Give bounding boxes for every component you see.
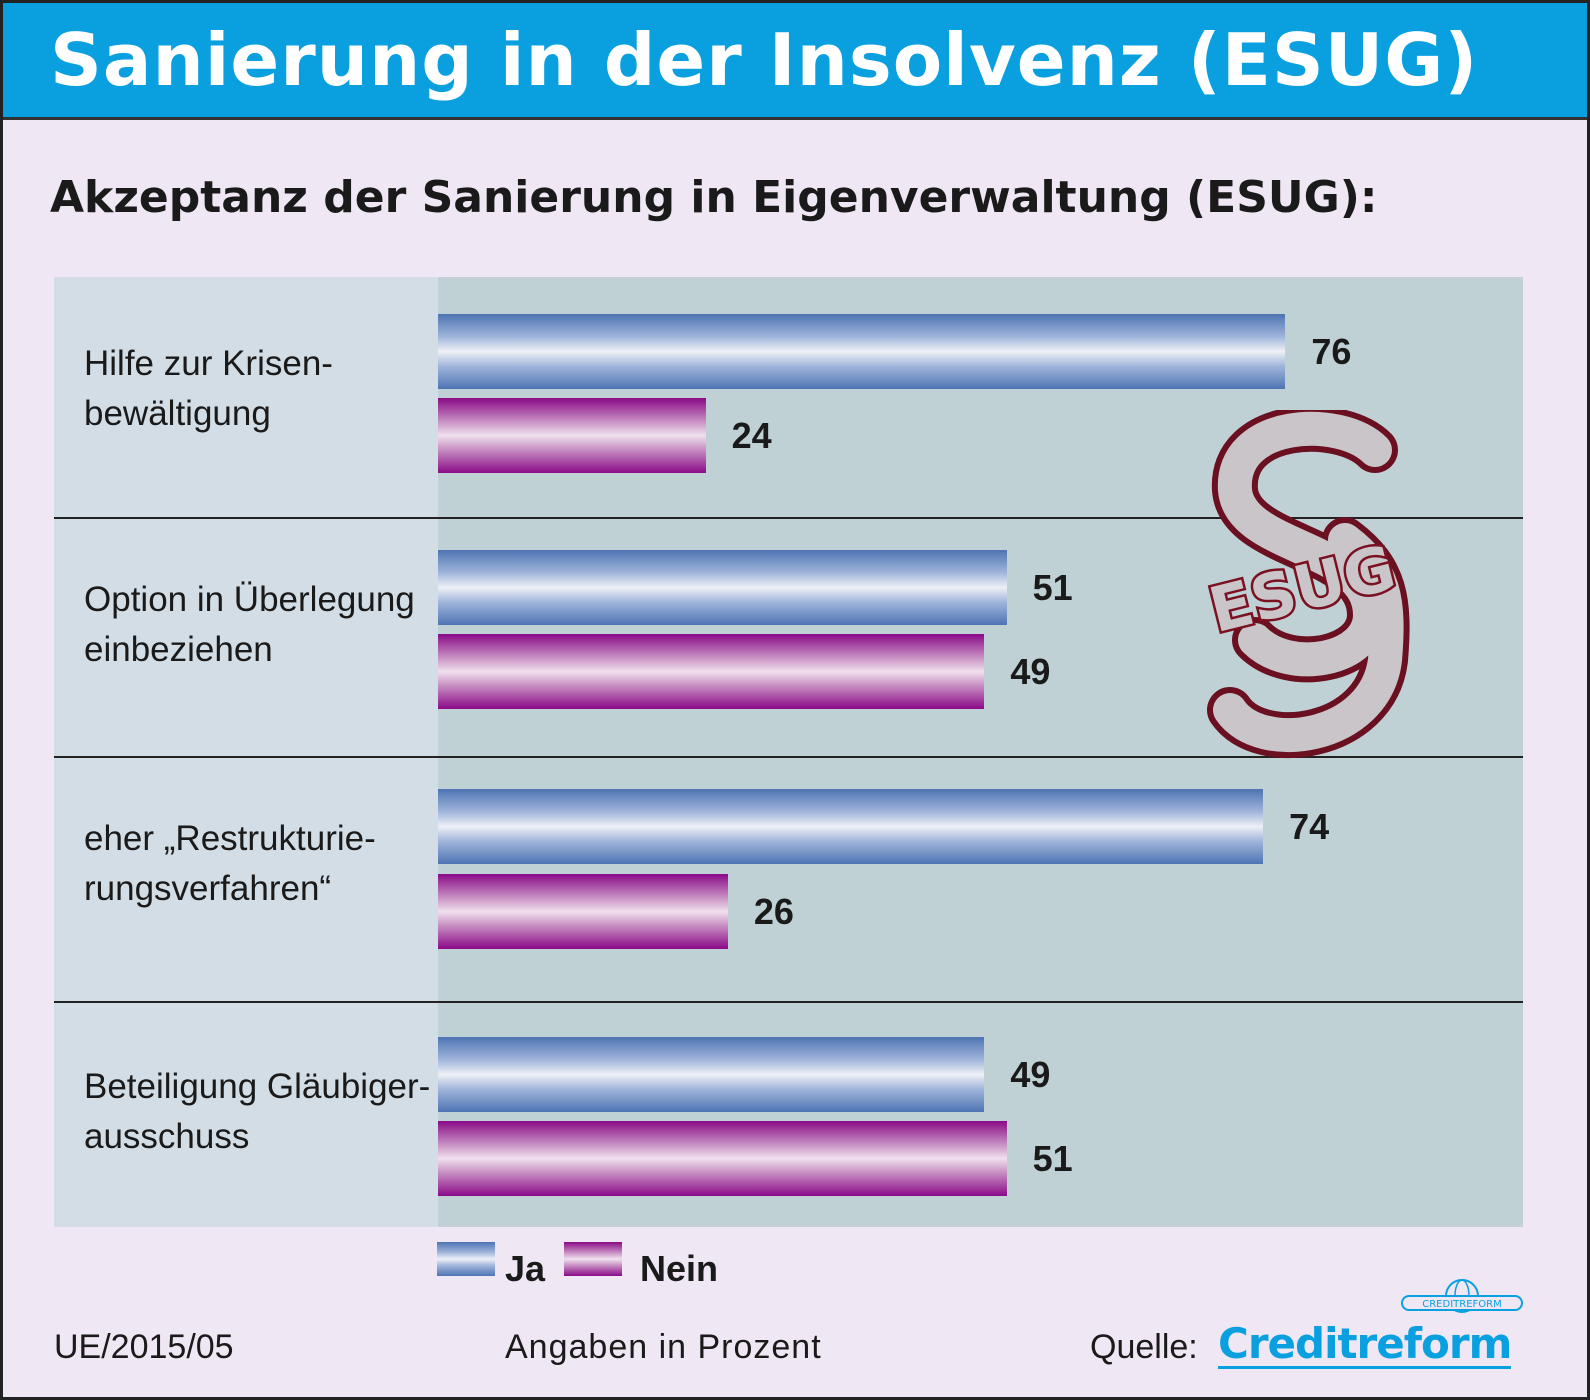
category-label: Option in Überlegung einbeziehen	[84, 575, 415, 675]
data-label: 26	[753, 891, 794, 932]
bar-ja	[438, 550, 1007, 625]
header-band: Sanierung in der Insolvenz (ESUG)	[0, 0, 1590, 120]
footer-code: UE/2015/05	[54, 1328, 234, 1366]
category-label-line: rungsverfahren“	[84, 869, 332, 908]
creditreform-logo: Creditreform	[1218, 1319, 1512, 1369]
category-label-line: ausschuss	[84, 1117, 250, 1156]
page-title: Sanierung in der Insolvenz (ESUG)	[50, 18, 1479, 102]
bar-nein	[438, 874, 728, 949]
chart-title: Akzeptanz der Sanierung in Eigenverwaltu…	[50, 172, 1378, 223]
bar-ja	[438, 1037, 985, 1112]
data-label: 76	[1311, 331, 1352, 372]
legend-label-nein: Nein	[640, 1248, 719, 1289]
category-label-line: einbeziehen	[84, 630, 273, 669]
footer-unit-note: Angaben in Prozent	[505, 1328, 822, 1366]
category-label-column	[54, 277, 438, 1227]
row-separator	[54, 1001, 1523, 1003]
data-label: 49	[1010, 1054, 1051, 1095]
bar-nein	[438, 1121, 1007, 1196]
category-label: Beteiligung Gläubiger-ausschuss	[84, 1062, 430, 1162]
legend-swatch-nein	[564, 1242, 622, 1276]
globe-text: CREDITREFORM	[1422, 1299, 1501, 1310]
data-label: 24	[731, 415, 772, 456]
category-label-line: eher „Restrukturie-	[84, 819, 376, 858]
bar-ja	[438, 789, 1264, 864]
row-separator	[54, 756, 1523, 758]
legend-label-ja: Ja	[505, 1248, 546, 1289]
paragraph-symbol-icon	[1207, 410, 1410, 759]
row-separator	[54, 517, 1523, 519]
data-label: 49	[1010, 651, 1051, 692]
chart-panel: Hilfe zur Krisen-bewältigung 76 24 Option i…	[54, 277, 1523, 1227]
data-label: 51	[1032, 567, 1073, 608]
source-label: Quelle:	[1090, 1328, 1198, 1366]
category-label: Hilfe zur Krisen-bewältigung	[84, 339, 333, 439]
data-label: 51	[1032, 1138, 1073, 1179]
category-label-line: Hilfe zur Krisen-	[84, 344, 333, 383]
category-label-line: Beteiligung Gläubiger-	[84, 1067, 431, 1106]
creditreform-globe-icon: CREDITREFORM	[1401, 1279, 1523, 1313]
esug-paragraph-logo: ESUG	[1200, 410, 1410, 759]
bar-nein	[438, 398, 706, 473]
category-label: eher „Restrukturie-rungsverfahren“	[84, 814, 376, 914]
legend-swatch-ja	[437, 1242, 495, 1276]
category-label-line: bewältigung	[84, 394, 271, 433]
data-label: 74	[1289, 806, 1330, 847]
bar-nein	[438, 634, 985, 709]
category-label-line: Option in Überlegung	[84, 580, 415, 619]
bar-ja	[438, 314, 1286, 389]
